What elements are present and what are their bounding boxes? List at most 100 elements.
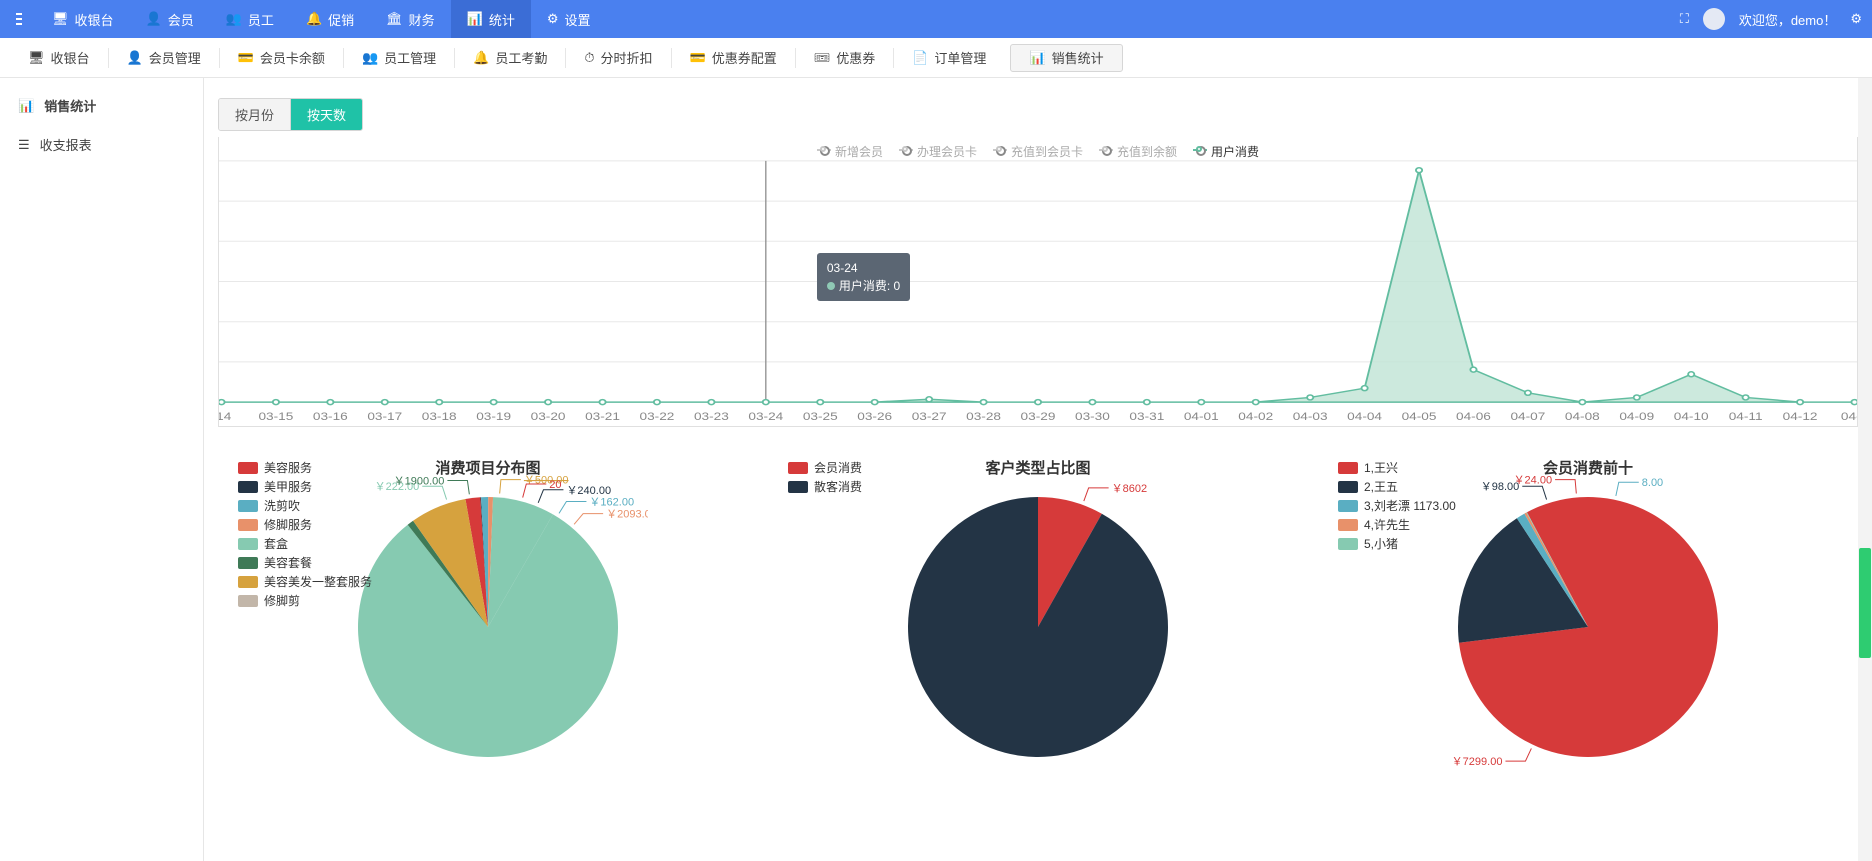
svg-text:03-21: 03-21 [585,410,620,422]
nav-tab[interactable]: ⚙设置 [531,0,607,38]
pie-legend-item[interactable]: 2,王五 [1338,478,1456,495]
scrollbar[interactable] [1858,78,1872,861]
nav-tabs: 🖥收银台👤会员 👥 员工 🔔促销🏛财务📊统计⚙设置 [36,0,607,38]
svg-text:03-30: 03-30 [1075,410,1110,422]
svg-text:04-07: 04-07 [1510,410,1545,422]
subbar-label: 分时折扣 [600,48,652,67]
main: 📊销售统计☰收支报表 按月份按天数 .mk::before{border-col… [0,78,1872,861]
pie-legend-item[interactable]: 洗剪吹 [238,497,372,514]
subbar-icon: ⏱ [584,50,594,66]
legend-item[interactable]: .mk::before{border-color:inherit}充值到会员卡 [993,145,1083,159]
subbar-item[interactable]: 📊销售统计 [1010,44,1122,72]
pie-legend-item[interactable]: 美容套餐 [238,554,372,571]
pie-legend-item[interactable]: 1,王兴 [1338,459,1456,476]
nav-tab[interactable]: 📊统计 [451,0,531,38]
period-button[interactable]: 按月份 [219,99,290,130]
legend-swatch-icon [238,595,258,607]
nav-label: 统计 [489,10,515,29]
pie-charts-row: 消费项目分布图 美容服务美甲服务洗剪吹修脚服务套盒美容套餐美容美发一整套服务修脚剪… [218,457,1858,777]
pie-legend-item[interactable]: 5,小猪 [1338,535,1456,552]
subbar-item[interactable]: 👥员工管理 [344,38,454,77]
subbar-label: 员工考勤 [495,48,547,67]
tooltip-dot-icon [827,282,835,290]
nav-tab[interactable]: 🏛财务 [370,0,451,38]
sidebar-item[interactable]: ☰收支报表 [0,125,203,164]
svg-text:03-27: 03-27 [912,410,947,422]
legend-label: 充值到会员卡 [1011,145,1083,159]
subbar-label: 优惠券 [836,48,875,67]
nav-icon: 🏛 [386,11,403,27]
svg-text:04-1: 04-1 [1841,410,1857,422]
nav-tab[interactable]: 🔔促销 [290,0,370,38]
legend-text: 套盒 [264,535,288,552]
subbar-item[interactable]: 👤会员管理 [109,38,219,77]
avatar[interactable] [1703,8,1725,30]
pie-legend-item[interactable]: 美容服务 [238,459,372,476]
nav-label: 促销 [328,10,354,29]
hamburger-icon[interactable] [10,10,28,28]
svg-text:03-23: 03-23 [694,410,729,422]
subbar-label: 会员管理 [149,48,201,67]
nav-icon: 👥 [226,11,242,27]
pie-legend-item[interactable]: 散客消费 [788,478,862,495]
pie-legend-item[interactable]: 修脚剪 [238,592,372,609]
gear-icon[interactable]: ⚙ [1850,11,1862,27]
nav-label: 员工 [248,10,274,29]
subbar-icon: 📄 [912,50,928,66]
pie-panel: 会员消费前十1,王兴2,王五3,刘老漂 1173.004,许先生5,小猪￥24.… [1318,457,1858,777]
subbar-item[interactable]: 💳优惠券配置 [672,38,795,77]
nav-icon: ⚙ [547,11,559,27]
period-button[interactable]: 按天数 [290,99,362,130]
top-nav: 🖥收银台👤会员👥员工🔔促销🏛财务📊统计⚙设置 ⛶ 欢迎您，demo！ ⚙ [0,0,1872,38]
tooltip-date: 03-24 [827,259,900,277]
legend-item[interactable]: .mk::before{border-color:inherit}充值到余额 [1099,145,1177,159]
svg-text:03-19: 03-19 [476,410,511,422]
legend-swatch-icon [1338,538,1358,550]
legend-item[interactable]: .mk::before{border-color:inherit}新增会员 [817,145,883,159]
pie-legend: 美容服务美甲服务洗剪吹修脚服务套盒美容套餐美容美发一整套服务修脚剪 [238,457,372,611]
subbar-item[interactable]: 💳会员卡余额 [220,38,343,77]
fullscreen-icon[interactable]: ⛶ [1680,11,1689,27]
subbar-label: 会员卡余额 [260,48,325,67]
pie-legend-item[interactable]: 美甲服务 [238,478,372,495]
pie-legend-item[interactable]: 会员消费 [788,459,862,476]
legend-text: 散客消费 [814,478,862,495]
nav-tab[interactable]: 🖥收银台 [36,0,130,38]
pie-legend-item[interactable]: 美容美发一整套服务 [238,573,372,590]
nav-label: 会员 [168,10,194,29]
subbar-item[interactable]: 🖥收银台 [10,38,108,77]
subbar-icon: 👥 [362,50,378,66]
tooltip-row: 用户消费: 0 [827,277,900,295]
legend-label: 充值到余额 [1117,145,1177,159]
legend-text: 修脚服务 [264,516,312,533]
legend-swatch-icon [788,481,808,493]
subbar-icon: 🎟 [814,50,831,66]
svg-text:03-18: 03-18 [422,410,457,422]
subbar-item[interactable]: 🎟 优惠券 [796,38,894,77]
legend-item[interactable]: .mk::before{border-color:inherit}用户消费 [1193,145,1259,159]
subbar-item[interactable]: 📄订单管理 [894,38,1004,77]
svg-text:03-29: 03-29 [1021,410,1056,422]
svg-text:20: 20 [549,479,561,491]
legend-swatch-icon [238,462,258,474]
nav-tab[interactable]: 👥 员工 [210,0,290,38]
pie-legend-item[interactable]: 4,许先生 [1338,516,1456,533]
legend-text: 会员消费 [814,459,862,476]
subbar-item[interactable]: ⏱ 分时折扣 [566,38,670,77]
pie-legend-item[interactable]: 3,刘老漂 1173.00 [1338,497,1456,514]
scrollbar-thumb[interactable] [1859,548,1871,658]
sidebar-item[interactable]: 📊销售统计 [0,86,203,125]
nav-tab[interactable]: 👤会员 [130,0,210,38]
svg-text:03-25: 03-25 [803,410,838,422]
pie-legend-item[interactable]: 套盒 [238,535,372,552]
legend-swatch-icon [788,462,808,474]
svg-text:04-12: 04-12 [1783,410,1818,422]
legend-item[interactable]: .mk::before{border-color:inherit}办理会员卡 [899,145,977,159]
svg-text:￥2093.00: ￥2093.00 [606,509,648,521]
pie-legend-item[interactable]: 修脚服务 [238,516,372,533]
legend-text: 1,王兴 [1364,459,1398,476]
sidebar-icon: 📊 [18,98,34,114]
subbar-item[interactable]: 🔔员工考勤 [455,38,565,77]
legend-text: 3,刘老漂 1173.00 [1364,497,1456,514]
pie-title: 消费项目分布图 [435,457,540,478]
